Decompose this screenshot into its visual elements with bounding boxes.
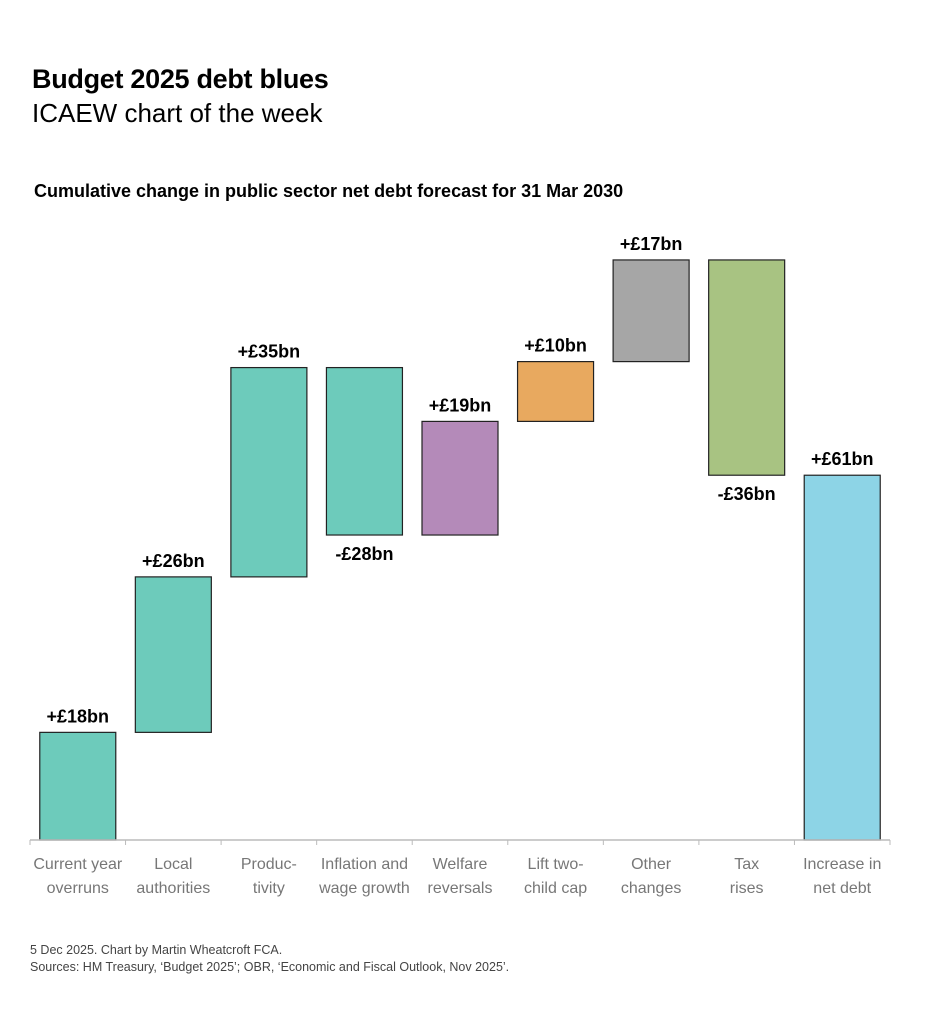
footer-sources: Sources: HM Treasury, ‘Budget 2025’; OBR… <box>30 960 510 974</box>
bar <box>803 474 881 841</box>
page-subtitle: ICAEW chart of the week <box>32 98 323 128</box>
bar <box>421 420 499 536</box>
tick-label: Local <box>154 856 192 873</box>
data-label: +£10bn <box>524 336 587 356</box>
bar <box>230 366 308 578</box>
tick-label: rises <box>730 880 764 897</box>
tick-label: Other <box>631 856 672 873</box>
tick-label: Produc- <box>241 856 297 873</box>
tick-label: wage growth <box>318 880 410 897</box>
tick-label: tivity <box>253 880 285 897</box>
data-label: +£61bn <box>811 449 874 469</box>
tick-label: Inflation and <box>321 856 408 873</box>
tick-label: net debt <box>813 880 871 897</box>
bar <box>325 366 404 536</box>
footer-credit: 5 Dec 2025. Chart by Martin Wheatcroft F… <box>30 943 283 957</box>
tick-label: Welfare <box>433 856 488 873</box>
data-label: +£26bn <box>142 551 205 571</box>
data-label: +£17bn <box>620 234 683 254</box>
bar <box>516 361 595 423</box>
tick-label: Current year <box>33 856 123 873</box>
tick-label: reversals <box>428 880 493 897</box>
page-title: Budget 2025 debt blues <box>32 64 329 94</box>
tick-label: authorities <box>136 880 210 897</box>
data-label: +£19bn <box>429 395 492 415</box>
bar <box>134 576 212 733</box>
chart-title: Cumulative change in public sector net d… <box>34 181 624 201</box>
bar <box>39 731 117 841</box>
tick-label: child cap <box>524 880 587 897</box>
tick-label: overruns <box>47 880 109 897</box>
tick-label: Increase in <box>803 856 881 873</box>
data-label: -£28bn <box>335 544 393 564</box>
bar <box>612 259 690 363</box>
data-label: -£36bn <box>718 484 776 504</box>
tick-label: Tax <box>734 856 759 873</box>
data-label: +£18bn <box>47 706 110 726</box>
bar <box>708 259 786 476</box>
tick-label: changes <box>621 880 682 897</box>
data-label: +£35bn <box>238 342 301 362</box>
tick-label: Lift two- <box>528 856 584 873</box>
